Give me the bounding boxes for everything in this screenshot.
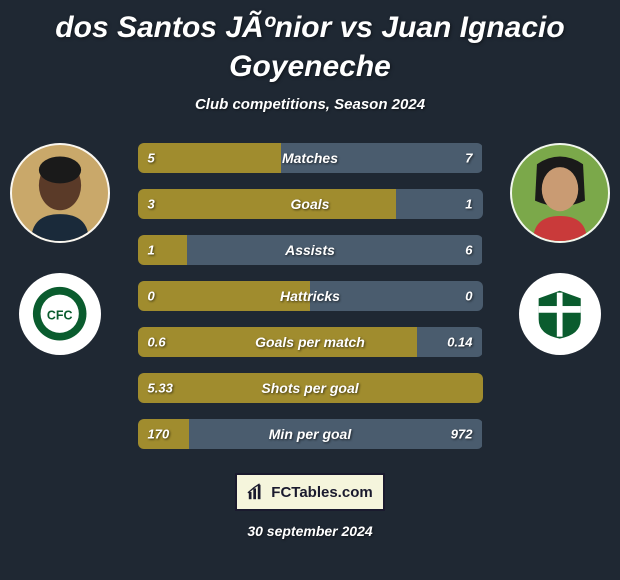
player-left-avatar [10, 143, 110, 243]
stat-bar: Hattricks 0 0 [138, 281, 483, 311]
left-side: CFC [10, 143, 110, 355]
stat-value-left: 170 [148, 427, 170, 442]
stat-value-right: 972 [451, 427, 473, 442]
stat-bar: Matches 5 7 [138, 143, 483, 173]
right-side [510, 143, 610, 355]
stat-value-left: 0.6 [148, 335, 166, 350]
stat-value-right: 6 [465, 243, 472, 258]
stat-value-right: 7 [465, 151, 472, 166]
stat-label: Min per goal [269, 426, 351, 442]
bar-left-segment [138, 143, 282, 173]
stat-value-right: 1 [465, 197, 472, 212]
stat-bar: Shots per goal 5.33 [138, 373, 483, 403]
bar-left-segment [138, 235, 187, 265]
date-label: 30 september 2024 [0, 523, 620, 539]
main-area: CFC Matches 5 7 Goals 3 1 Assists 1 6 Hattricks 0 0… [0, 143, 620, 449]
stat-value-left: 5.33 [148, 381, 173, 396]
stat-label: Shots per goal [261, 380, 358, 396]
stat-bar: Goals per match 0.6 0.14 [138, 327, 483, 357]
stat-bar: Goals 3 1 [138, 189, 483, 219]
source-logo: FCTables.com [235, 473, 385, 511]
stat-value-right: 0 [465, 289, 472, 304]
club-right-crest [519, 273, 601, 355]
stat-bar: Min per goal 170 972 [138, 419, 483, 449]
stat-bar: Assists 1 6 [138, 235, 483, 265]
page-title: dos Santos JÃºnior vs Juan Ignacio Goyen… [0, 8, 620, 86]
chart-icon [247, 483, 265, 501]
stat-value-left: 5 [148, 151, 155, 166]
stat-label: Matches [282, 150, 338, 166]
stat-value-left: 3 [148, 197, 155, 212]
source-text: FCTables.com [271, 484, 372, 501]
comparison-card: dos Santos JÃºnior vs Juan Ignacio Goyen… [0, 0, 620, 580]
stat-label: Goals per match [255, 334, 365, 350]
stat-value-right: 0.14 [447, 335, 472, 350]
stat-value-left: 1 [148, 243, 155, 258]
bar-left-segment [138, 189, 397, 219]
svg-text:CFC: CFC [47, 309, 73, 323]
stat-value-left: 0 [148, 289, 155, 304]
stat-label: Goals [291, 196, 330, 212]
stat-label: Assists [285, 242, 335, 258]
subtitle: Club competitions, Season 2024 [0, 96, 620, 113]
stat-bars: Matches 5 7 Goals 3 1 Assists 1 6 Hattricks 0 0 Goal… [138, 143, 483, 449]
stat-label: Hattricks [280, 288, 340, 304]
player-right-avatar [510, 143, 610, 243]
club-left-crest: CFC [19, 273, 101, 355]
